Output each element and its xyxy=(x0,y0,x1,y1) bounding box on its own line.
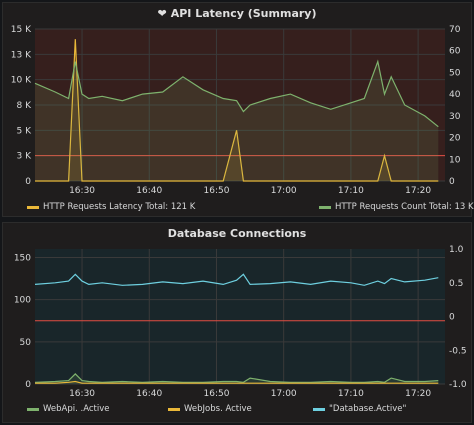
y-tick-label-right: 20 xyxy=(449,134,461,144)
plot-background xyxy=(35,249,445,384)
legend-label: HTTP Requests Count Total: 13 K xyxy=(335,202,474,212)
y-tick-label-left: 15 K xyxy=(11,25,32,35)
y-tick-label-left: 13 K xyxy=(11,50,32,60)
legend-swatch xyxy=(27,407,39,411)
x-tick-label: 16:40 xyxy=(136,186,162,196)
x-tick-label: 17:10 xyxy=(338,389,364,399)
y-tick-label-right: 70 xyxy=(449,25,461,35)
x-tick-label: 16:30 xyxy=(69,186,95,196)
legend-swatch xyxy=(313,407,325,411)
legend-label: "Database.Active" xyxy=(329,404,407,414)
x-tick-label: 17:20 xyxy=(405,389,431,399)
x-tick-label: 17:00 xyxy=(271,389,297,399)
legend-swatch xyxy=(168,407,180,411)
legend-swatch xyxy=(319,205,331,209)
y-tick-label-left: 0 xyxy=(25,177,31,187)
series-line-database xyxy=(34,273,439,286)
y-tick-label-right: 50 xyxy=(449,68,461,78)
legend-item-database[interactable]: "Database.Active" xyxy=(313,404,406,414)
panel-title[interactable]: ❤ API Latency (Summary) xyxy=(3,7,471,20)
database-connections-panel: Database Connections 0 50 100 150 -1.0 -0.5 0 0… xyxy=(2,222,472,423)
y-tick-label-right: -0.5 xyxy=(449,346,467,356)
legend-swatch xyxy=(27,205,39,209)
legend-label: WebJobs. Active xyxy=(184,404,252,414)
y-tick-label-left: 3 K xyxy=(17,152,33,162)
y-tick-label-right: 10 xyxy=(449,155,461,165)
y-tick-label-left: 0 xyxy=(25,380,31,390)
legend-item-webapi[interactable]: WebApi. .Active xyxy=(27,404,110,414)
y-tick-label-left: 8 K xyxy=(17,101,33,111)
y-tick-label-right: 30 xyxy=(449,112,461,122)
y-tick-label-right: 0 xyxy=(449,177,455,187)
series-line-webjobs xyxy=(35,380,439,384)
database-chart: 0 50 100 150 -1.0 -0.5 0 0.5 1.0 16:30 16:40 16:50 1… xyxy=(14,245,467,399)
x-tick-label: 16:50 xyxy=(204,389,230,399)
legend-item-webjobs[interactable]: WebJobs. Active xyxy=(168,404,252,414)
panel-title[interactable]: Database Connections xyxy=(167,227,307,240)
y-tick-label-right: 0 xyxy=(449,313,455,323)
series-line-count xyxy=(34,59,439,128)
series-line-latency xyxy=(35,39,439,182)
y-tick-label-left: 5 K xyxy=(17,126,33,136)
x-tick-label: 16:50 xyxy=(204,186,230,196)
y-tick-label-right: 0.5 xyxy=(449,279,463,289)
legend-label: WebApi. .Active xyxy=(43,404,110,414)
x-tick-label: 17:10 xyxy=(338,186,364,196)
x-tick-label: 16:40 xyxy=(136,389,162,399)
series-area-count xyxy=(35,61,439,181)
y-tick-label-left: 150 xyxy=(14,253,31,263)
y-tick-label-right: 60 xyxy=(449,47,461,57)
legend-item-count[interactable]: HTTP Requests Count Total: 13 K xyxy=(319,202,474,212)
series-line-webapi xyxy=(34,373,439,383)
y-tick-label-left: 50 xyxy=(20,338,32,348)
x-tick-label: 17:00 xyxy=(271,186,297,196)
series-area-latency xyxy=(35,39,439,181)
api-latency-panel: ❤ API Latency (Summary) 0 3 K 5 K 8 K 10 K 13 … xyxy=(2,2,474,217)
heart-icon: ❤ xyxy=(157,7,167,20)
y-tick-label-left: 100 xyxy=(14,296,31,306)
legend-label: HTTP Requests Latency Total: 121 K xyxy=(43,202,196,212)
y-tick-label-left: 10 K xyxy=(11,76,32,86)
legend-item-latency[interactable]: HTTP Requests Latency Total: 121 K xyxy=(27,202,195,212)
latency-chart: 0 3 K 5 K 8 K 10 K 13 K 15 K 0 10 20 30 40 50 60 70 16:… xyxy=(11,25,461,196)
x-tick-label: 16:30 xyxy=(69,389,95,399)
panel-title-text: API Latency (Summary) xyxy=(170,7,317,20)
y-tick-label-right: 1.0 xyxy=(449,245,464,255)
x-tick-label: 17:20 xyxy=(405,186,431,196)
y-tick-label-right: 40 xyxy=(449,90,461,100)
y-tick-label-right: -1.0 xyxy=(449,380,467,390)
